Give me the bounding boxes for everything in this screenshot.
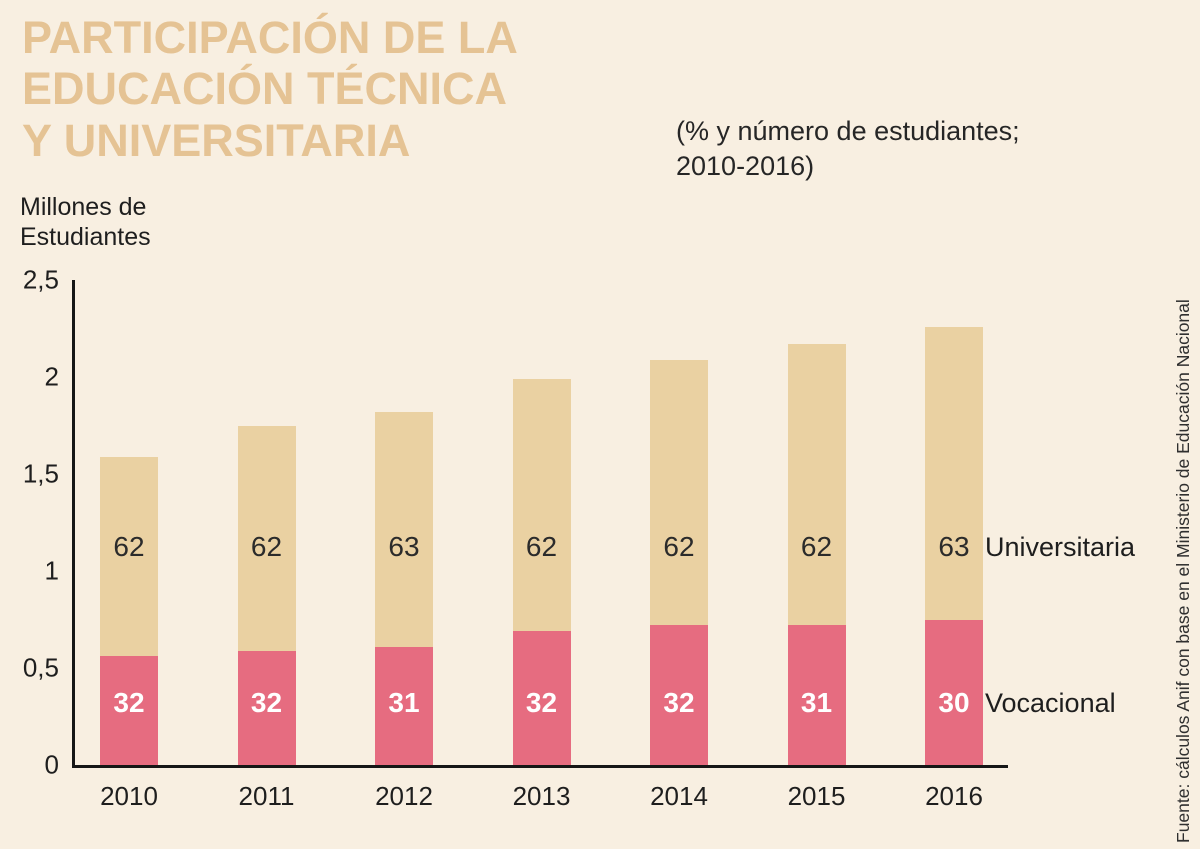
bar-group (375, 411, 433, 765)
plot-area: Universitaria Vocacional 0 0,5 1 1,5 2 2,5 62 3… (23, 265, 1135, 812)
chart-subtitle-line-2: 2010-2016) (676, 151, 815, 182)
bar-segment-vocacional (512, 631, 571, 765)
bar-segment-universitaria (925, 326, 983, 620)
source-note: Fuente: cálculos Anif con base en el Min… (1173, 299, 1193, 843)
bar-group (650, 359, 708, 765)
bar-segment-vocacional (925, 619, 983, 765)
bar-segment-universitaria (100, 456, 158, 657)
bar-segment-universitaria (237, 425, 296, 651)
y-tick-label: 0,5 (22, 652, 59, 683)
percent-label-universitaria: 62 (800, 531, 833, 562)
percent-label-universitaria: 62 (113, 531, 145, 562)
bar-segment-vocacional (375, 646, 433, 765)
chart-title-line-3: Y UNIVERSITARIA (22, 114, 411, 166)
bar-group (787, 344, 846, 765)
x-tick-label: 2013 (512, 781, 571, 811)
percent-label-universitaria: 62 (663, 531, 695, 562)
chart-subtitle: (% y número de estudiantes; 2010-2016) (676, 114, 1146, 184)
x-tick-label: 2014 (650, 781, 708, 811)
chart-title-line-1: PARTICIPACIÓN DE LA (22, 12, 518, 63)
y-tick-label: 1 (44, 555, 59, 586)
x-tick-label: 2011 (238, 781, 295, 811)
x-tick-label: 2012 (375, 781, 433, 811)
percent-label-universitaria: 63 (938, 531, 970, 562)
series-label-vocacional: Vocacional (985, 688, 1116, 718)
y-axis-unit-line-2: Estudiantes (20, 223, 151, 251)
y-tick-label: 0 (44, 749, 59, 780)
percent-label-universitaria: 63 (388, 531, 420, 562)
chart-title: PARTICIPACIÓN DE LA EDUCACIÓN TÉCNICA Y … (22, 12, 518, 166)
x-tick-label: 2015 (787, 781, 846, 811)
percent-label-vocacional: 32 (525, 687, 558, 718)
chart-title-line-2: EDUCACIÓN TÉCNICA (22, 63, 508, 115)
bar-group (100, 456, 158, 765)
bar-segment-universitaria (650, 359, 708, 626)
bar-segment-vocacional (237, 650, 296, 765)
percent-label-universitaria: 62 (525, 531, 558, 562)
chart-subtitle-line-1: (% y número de estudiantes; (676, 116, 1020, 146)
percent-label-vocacional: 32 (113, 687, 145, 718)
x-tick-label: 2016 (925, 781, 983, 811)
y-tick-label: 2 (44, 361, 59, 392)
y-axis-unit-line-1: Millones de (20, 193, 147, 221)
bar-group (925, 326, 983, 765)
series-label-universitaria: Universitaria (985, 532, 1136, 562)
percent-label-universitaria: 62 (250, 531, 283, 562)
y-tick-label: 2,5 (22, 264, 59, 295)
x-tick-label: 2010 (100, 781, 158, 811)
percent-label-vocacional: 32 (250, 687, 283, 718)
y-tick-label: 1,5 (22, 458, 59, 489)
percent-label-vocacional: 32 (663, 687, 695, 718)
percent-label-vocacional: 31 (388, 687, 420, 718)
bar-segment-universitaria (787, 344, 846, 626)
percent-label-vocacional: 30 (938, 687, 970, 718)
bar-segment-universitaria (512, 378, 571, 632)
bar-group (237, 425, 296, 766)
percent-label-vocacional: 31 (800, 687, 833, 718)
bar-segment-universitaria (375, 411, 433, 647)
y-axis-unit-label: Millones de Estudiantes (20, 192, 151, 252)
bar-group (512, 378, 571, 765)
bar-segment-vocacional (100, 656, 158, 765)
bar-segment-vocacional (650, 625, 708, 765)
bar-segment-vocacional (787, 625, 846, 765)
